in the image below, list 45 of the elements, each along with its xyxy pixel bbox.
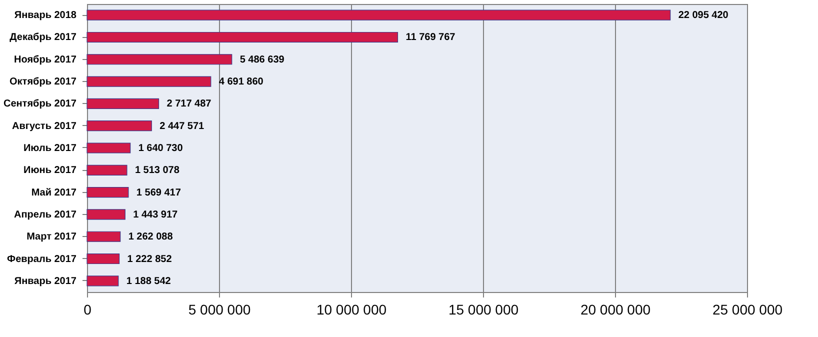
data-label: 1 222 852 <box>127 254 172 265</box>
y-tick-label: Апрель 2017 <box>14 209 77 220</box>
x-tick-label: 10 000 000 <box>316 302 387 318</box>
data-label: 1 188 542 <box>126 276 172 287</box>
y-tick-label: Февраль 2017 <box>7 254 77 265</box>
y-tick-label: Октябрь 2017 <box>10 76 77 88</box>
y-tick-label: Декабрь 2017 <box>10 32 77 44</box>
data-label: 1 640 730 <box>138 143 184 154</box>
bar <box>86 209 126 220</box>
bar <box>86 253 120 264</box>
bar <box>86 142 131 154</box>
y-tick-label: Июль 2017 <box>23 143 77 154</box>
data-label: 4 691 860 <box>218 76 264 88</box>
data-label: 1 513 078 <box>134 165 180 176</box>
y-tick-label: Март 2017 <box>26 232 77 243</box>
y-tick-label: Сентябрь 2017 <box>3 98 77 110</box>
data-label: 5 486 639 <box>240 54 285 66</box>
data-label: 2 447 571 <box>160 120 205 132</box>
y-tick-label: Январь 2018 <box>14 10 77 22</box>
bar <box>86 276 119 286</box>
data-label: 11 769 767 <box>406 32 456 44</box>
x-tick-label: 20 000 000 <box>580 302 651 318</box>
bar <box>86 98 160 109</box>
bar <box>86 54 232 65</box>
y-tick-label: Августь 2017 <box>12 120 77 132</box>
bar <box>86 187 129 198</box>
data-label: 1 569 417 <box>136 187 182 198</box>
y-tick-label: Январь 2017 <box>14 276 77 287</box>
bar <box>86 120 152 132</box>
x-tick-label: 25 000 000 <box>712 302 783 318</box>
data-label: 1 443 917 <box>133 209 178 220</box>
x-tick-label: 15 000 000 <box>448 302 519 318</box>
y-tick-label: Ноябрь 2017 <box>14 54 77 66</box>
y-tick-label: Май 2017 <box>31 187 77 198</box>
data-label: 22 095 420 <box>678 10 729 22</box>
bar <box>86 32 398 43</box>
bar <box>86 10 671 20</box>
bar <box>86 164 128 176</box>
y-tick-label: Июнь 2017 <box>24 165 77 176</box>
data-label: 2 717 487 <box>166 98 212 110</box>
bar <box>86 76 212 87</box>
x-tick-label: 0 <box>84 302 92 318</box>
data-label: 1 262 088 <box>128 232 174 243</box>
bar <box>86 231 121 242</box>
x-tick-label: 5 000 000 <box>188 302 251 318</box>
